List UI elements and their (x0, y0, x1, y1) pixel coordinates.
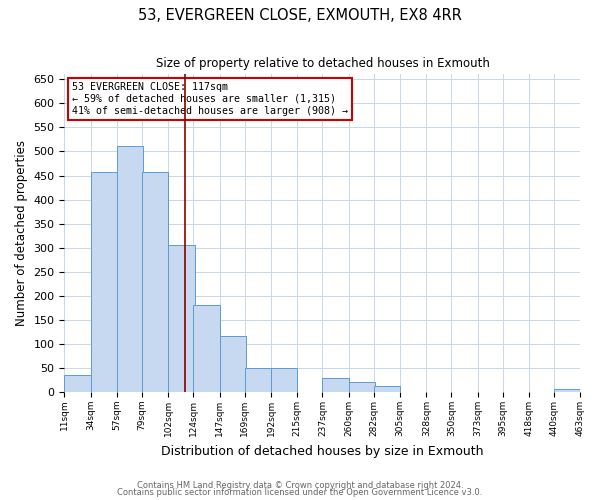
Title: Size of property relative to detached houses in Exmouth: Size of property relative to detached ho… (155, 58, 490, 70)
Text: 53, EVERGREEN CLOSE, EXMOUTH, EX8 4RR: 53, EVERGREEN CLOSE, EXMOUTH, EX8 4RR (138, 8, 462, 22)
Text: Contains public sector information licensed under the Open Government Licence v3: Contains public sector information licen… (118, 488, 482, 497)
Bar (64, 376, 91, 392)
Y-axis label: Number of detached properties: Number of detached properties (15, 140, 28, 326)
Bar (374, 386, 400, 392)
Bar (554, 389, 580, 392)
Bar (271, 368, 298, 392)
Bar (349, 382, 375, 392)
Text: 53 EVERGREEN CLOSE: 117sqm
← 59% of detached houses are smaller (1,315)
41% of s: 53 EVERGREEN CLOSE: 117sqm ← 59% of deta… (72, 82, 348, 116)
X-axis label: Distribution of detached houses by size in Exmouth: Distribution of detached houses by size … (161, 444, 484, 458)
Bar (220, 336, 246, 392)
Bar (91, 172, 117, 392)
Text: Contains HM Land Registry data © Crown copyright and database right 2024.: Contains HM Land Registry data © Crown c… (137, 480, 463, 490)
Bar (193, 305, 220, 392)
Bar (117, 146, 143, 392)
Bar (169, 246, 194, 392)
Bar (142, 172, 169, 392)
Bar (322, 378, 349, 392)
Bar (245, 368, 271, 392)
